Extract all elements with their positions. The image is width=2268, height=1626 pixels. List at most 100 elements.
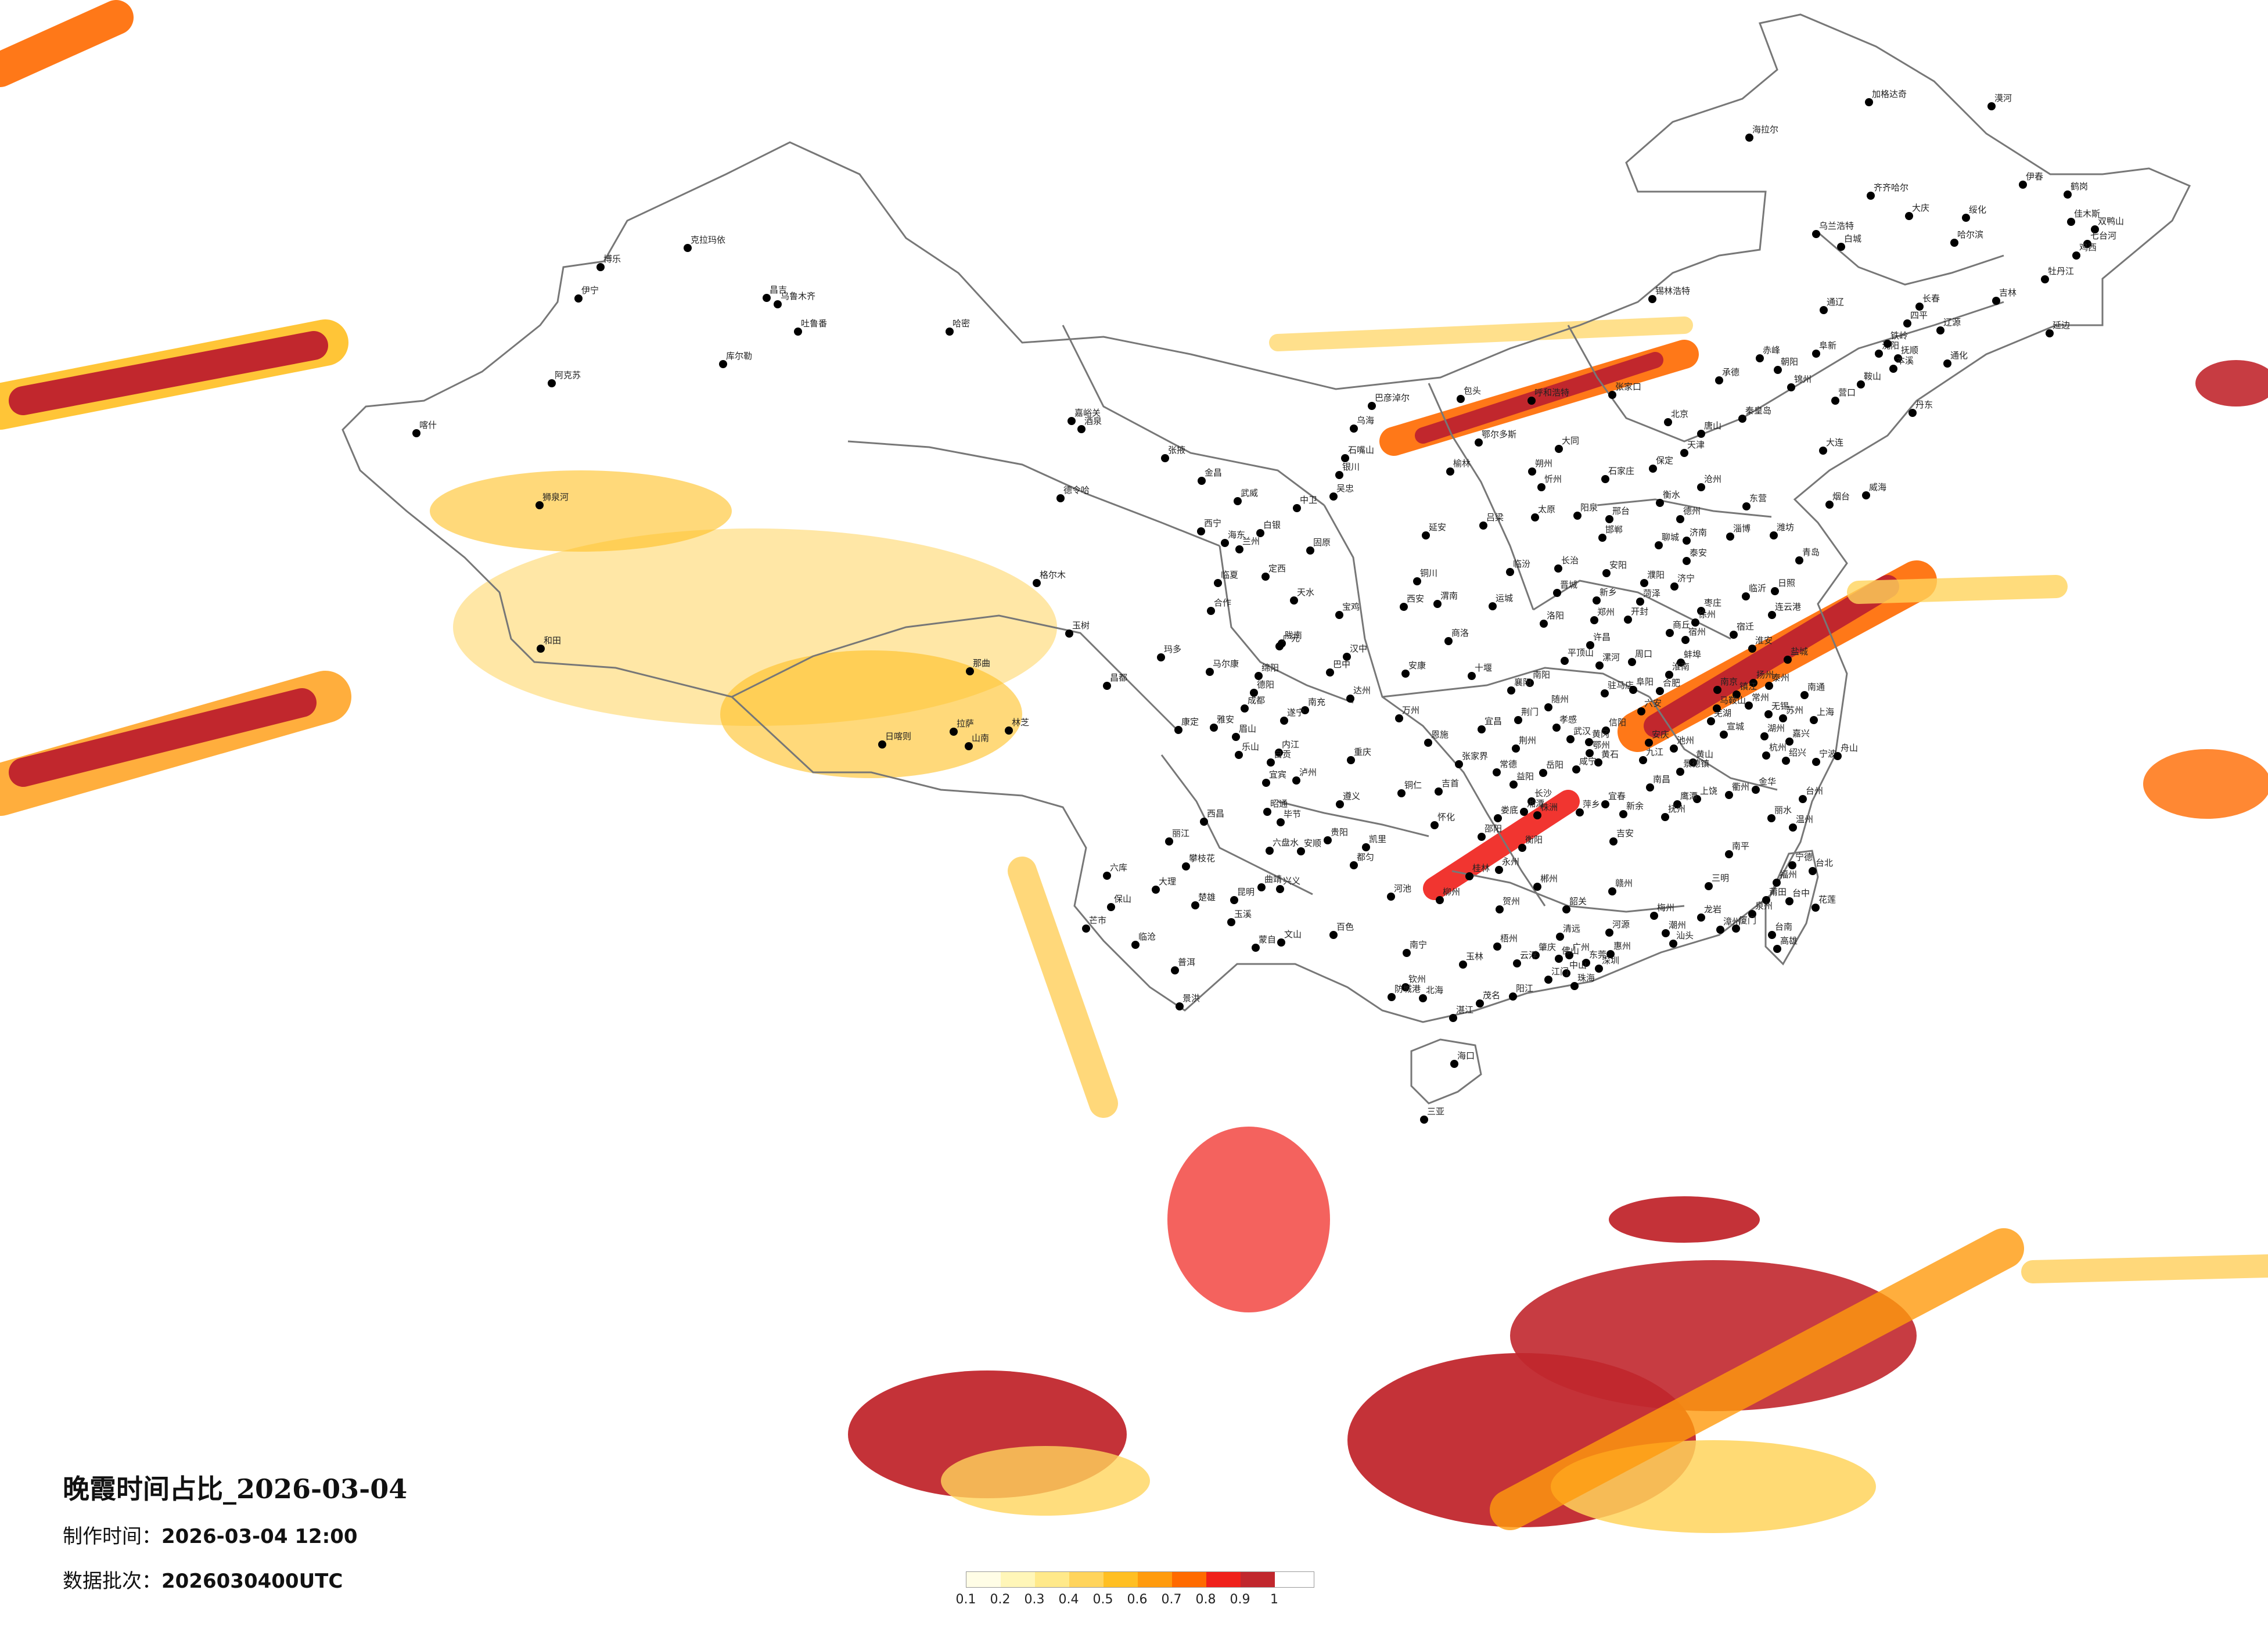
city-label: 北海 (1426, 985, 1443, 995)
city-label: 哈尔滨 (1957, 229, 1983, 240)
city-dot (1435, 787, 1443, 796)
city-dot (1572, 765, 1580, 774)
city-dot (2046, 329, 2054, 337)
city-label: 双鸭山 (2098, 216, 2124, 226)
city-label: 拉萨 (957, 718, 974, 729)
city-dot (1570, 982, 1579, 990)
city-label: 渭南 (1440, 591, 1458, 601)
city-dot (1602, 569, 1611, 577)
city-label: 黄山 (1696, 749, 1713, 760)
city-dot (1401, 670, 1410, 678)
city-label: 咸宁 (1579, 756, 1597, 767)
city-dot (1509, 780, 1518, 789)
city-dot (1598, 534, 1606, 542)
city-label: 济南 (1690, 527, 1707, 538)
city-label: 郑州 (1597, 607, 1615, 617)
legend-tick-label: 0.7 (1161, 1592, 1182, 1607)
city-dot (1256, 529, 1264, 537)
city-dot (1725, 850, 1733, 858)
city-label: 三亚 (1427, 1106, 1444, 1117)
city-dot (1834, 752, 1842, 760)
city-dot (1495, 866, 1503, 874)
city-label: 鄂州 (1593, 740, 1610, 750)
city-label: 万州 (1402, 705, 1419, 715)
city-label: 海拉尔 (1752, 124, 1778, 135)
city-label: 绥化 (1969, 204, 1986, 215)
city-dot (1329, 931, 1338, 939)
city-dot (1513, 959, 1521, 967)
city-dot (1506, 568, 1514, 576)
city-dot (1992, 297, 2000, 305)
city-dot (537, 645, 545, 653)
city-label: 茂名 (1483, 990, 1500, 1001)
city-label: 嘉峪关 (1074, 408, 1101, 418)
city-label: 黄石 (1601, 749, 1619, 760)
city-label: 张掖 (1168, 445, 1185, 455)
city-dot (1413, 577, 1421, 585)
city-label: 太原 (1538, 504, 1555, 515)
city-dot (2083, 240, 2091, 248)
city-dot (1544, 703, 1552, 711)
china-outline (342, 13, 2191, 1023)
batch-label: 数据批次： (63, 1570, 161, 1593)
city-label: 抚州 (1668, 804, 1685, 814)
legend-tick-label: 0.6 (1127, 1592, 1148, 1607)
city-label: 武汉 (1573, 726, 1591, 736)
city-dot (1819, 447, 1827, 455)
city-dot (1343, 653, 1351, 661)
city-dot (1637, 707, 1645, 715)
city-label: 石家庄 (1608, 466, 1634, 476)
city-label: 邢台 (1612, 506, 1630, 516)
city-label: 长沙 (1534, 788, 1552, 798)
city-label: 邵阳 (1485, 823, 1502, 834)
city-label: 包头 (1464, 386, 1481, 396)
city-label: 都匀 (1357, 852, 1374, 862)
city-label: 昆明 (1237, 887, 1255, 897)
city-dot (1336, 800, 1344, 808)
city-label: 张家口 (1615, 382, 1641, 392)
city-dot (1742, 592, 1750, 600)
city-label: 宿迁 (1737, 621, 1754, 632)
city-label: 泸州 (1299, 767, 1317, 778)
city-label: 运城 (1496, 593, 1513, 603)
city-label: 德令哈 (1063, 485, 1090, 495)
city-label: 佛山 (1562, 945, 1579, 956)
city-label: 六盘水 (1273, 837, 1299, 848)
city-label: 本溪 (1896, 355, 1914, 366)
city-label: 绵阳 (1261, 663, 1279, 673)
city-dot (1812, 350, 1820, 358)
city-dot (1306, 546, 1314, 555)
city-dot (1182, 862, 1190, 870)
city-dot (1628, 658, 1636, 666)
city-dot (1056, 494, 1065, 502)
city-dot (1449, 1014, 1457, 1022)
city-label: 温州 (1796, 814, 1813, 825)
city-label: 吴忠 (1336, 483, 1354, 494)
city-dot (1475, 438, 1483, 447)
city-dot (1762, 751, 1770, 760)
legend-swatch-2 (1001, 1572, 1035, 1587)
city-dot (1762, 896, 1770, 904)
city-dot (1065, 629, 1073, 638)
city-dot (1455, 760, 1463, 768)
city-label: 蚌埠 (1684, 649, 1701, 660)
city-dot (1424, 739, 1432, 747)
city-dot (2091, 225, 2099, 233)
city-label: 赤峰 (1763, 345, 1780, 355)
city-dot (1594, 758, 1602, 767)
city-label: 榆林 (1453, 458, 1471, 469)
city-label: 沧州 (1704, 474, 1721, 484)
city-label: 台北 (1816, 858, 1833, 868)
city-dot (1077, 425, 1086, 433)
city-label: 台州 (1806, 786, 1823, 796)
batch-value: 2026030400UTC (161, 1570, 343, 1593)
city-dot (1601, 689, 1609, 697)
city-dot (1749, 679, 1757, 687)
city-dot (1787, 383, 1795, 391)
city-label: 上海 (1817, 707, 1834, 717)
city-label: 巴彦淖尔 (1375, 393, 1410, 403)
city-dot (1756, 354, 1764, 362)
city-label: 普洱 (1178, 957, 1195, 967)
city-label: 漠河 (1994, 93, 2012, 103)
city-dot (1661, 813, 1669, 821)
